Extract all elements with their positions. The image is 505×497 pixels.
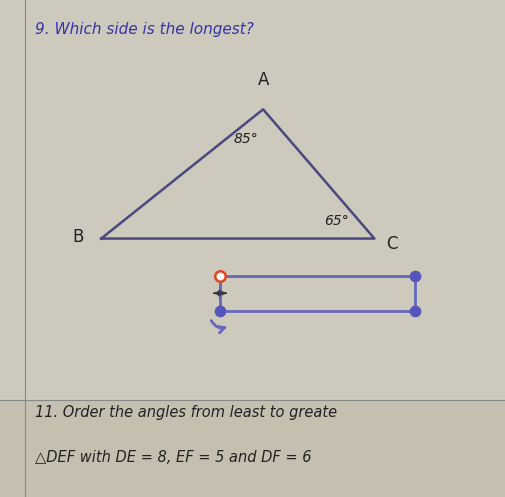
FancyArrowPatch shape [211, 321, 224, 333]
Text: 65°: 65° [324, 214, 348, 228]
Point [216, 272, 224, 280]
Text: 85°: 85° [233, 132, 257, 146]
Text: B: B [73, 228, 84, 246]
Text: A: A [257, 71, 268, 88]
Text: △DEF with DE = 8, EF = 5 and DF = 6: △DEF with DE = 8, EF = 5 and DF = 6 [35, 450, 311, 465]
Bar [0, 400, 505, 497]
Text: 9. Which side is the longest?: 9. Which side is the longest? [35, 22, 254, 37]
Text: 11. Order the angles from least to greate: 11. Order the angles from least to great… [35, 405, 337, 420]
Point [410, 272, 418, 280]
Text: C: C [386, 235, 397, 252]
Point [410, 307, 418, 315]
Point [216, 272, 224, 280]
Point [216, 307, 224, 315]
